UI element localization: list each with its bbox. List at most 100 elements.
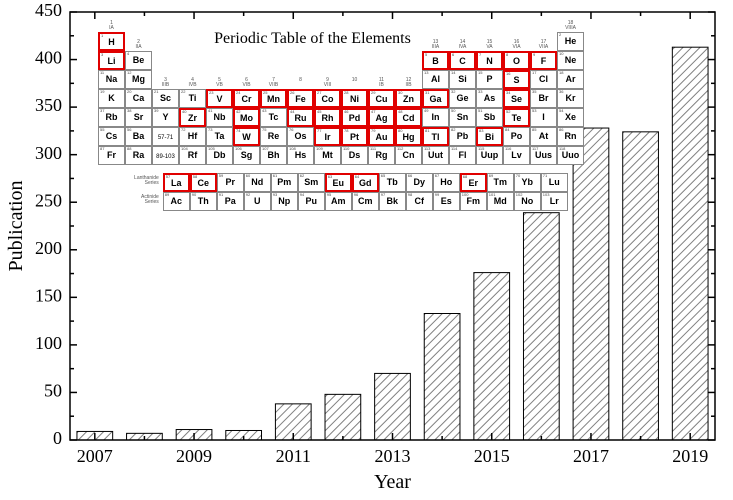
element-cell: 44Ru	[287, 108, 314, 127]
element-symbol: Cf	[407, 197, 432, 206]
element-symbol: Dy	[407, 178, 432, 187]
element-symbol: Cr	[235, 95, 258, 104]
element-cell: 88Ra	[125, 146, 152, 165]
element-cell: 7N	[476, 51, 503, 70]
element-symbol: Ar	[558, 75, 583, 84]
element-cell: 97Bk	[379, 192, 406, 211]
element-cell: 112Cn	[395, 146, 422, 165]
element-cell: 8O	[503, 51, 530, 70]
element-cell: 32Ge	[449, 89, 476, 108]
element-cell: 66Dy	[406, 173, 433, 192]
element-cell: 40Zr	[179, 108, 206, 127]
element-cell: 111Rg	[368, 146, 395, 165]
element-cell: 9F	[530, 51, 557, 70]
element-symbol: Fr	[99, 151, 124, 160]
element-cell: 93Np	[271, 192, 298, 211]
element-cell: 22Ti	[179, 89, 206, 108]
element-symbol: Li	[100, 57, 123, 66]
element-symbol: Pt	[343, 133, 366, 142]
element-cell: 26Fe	[287, 89, 314, 108]
element-symbol: As	[477, 94, 502, 103]
element-cell: 104Rf	[179, 146, 206, 165]
element-symbol: Rn	[558, 132, 583, 141]
element-cell: 57-71	[152, 127, 179, 146]
element-symbol: C	[451, 57, 474, 66]
element-symbol: Cs	[99, 132, 124, 141]
element-symbol: Ra	[126, 151, 151, 160]
element-symbol: Pa	[218, 197, 243, 206]
element-symbol: Cm	[353, 197, 378, 206]
element-symbol: Mn	[262, 95, 285, 104]
periodic-table-title: Periodic Table of the Elements	[214, 30, 411, 48]
element-symbol: Sn	[450, 113, 475, 122]
element-symbol: U	[245, 197, 270, 206]
group-label: 1IA	[98, 21, 125, 31]
element-cell: 25Mn	[260, 89, 287, 108]
element-symbol: Uup	[477, 151, 502, 160]
element-cell: 46Pd	[341, 108, 368, 127]
group-label: 5VB	[206, 78, 233, 88]
element-cell: 42Mo	[233, 108, 260, 127]
element-symbol: Ca	[126, 94, 151, 103]
element-cell: 39Y	[152, 108, 179, 127]
group-label: 13IIIA	[422, 40, 449, 50]
element-cell: 79Au	[368, 127, 395, 146]
element-cell: 103Lr	[541, 192, 568, 211]
element-cell: 35Br	[530, 89, 557, 108]
element-symbol: Yb	[515, 178, 540, 187]
element-cell: 57La	[163, 173, 190, 192]
element-cell: 74W	[233, 127, 260, 146]
figure-root: 0501001502002503003504004502007200920112…	[0, 0, 733, 500]
element-symbol: Am	[326, 197, 351, 206]
element-symbol: B	[424, 57, 447, 66]
element-cell: 65Tb	[379, 173, 406, 192]
element-symbol: Co	[316, 95, 339, 104]
element-symbol: Lv	[504, 151, 529, 160]
element-symbol: Np	[272, 197, 297, 206]
element-symbol: Ga	[424, 95, 447, 104]
periodic-table-inset: 1IA18VIIIA2IIA13IIIA14IVA15VA16VIA17VIIA…	[0, 0, 733, 500]
element-symbol: Ag	[370, 114, 393, 123]
element-cell: 30Zn	[395, 89, 422, 108]
element-symbol: S	[505, 76, 528, 85]
element-symbol: Si	[450, 75, 475, 84]
element-symbol: Fe	[289, 95, 312, 104]
element-symbol: Sc	[153, 94, 178, 103]
element-cell: 115Uup	[476, 146, 503, 165]
element-cell: 67Ho	[433, 173, 460, 192]
element-cell: 116Lv	[503, 146, 530, 165]
element-cell: 61Pm	[271, 173, 298, 192]
element-symbol: Ba	[126, 132, 151, 141]
series-label: ActinideSeries	[115, 195, 159, 205]
element-symbol: Cl	[531, 75, 556, 84]
element-symbol: Hg	[397, 133, 420, 142]
element-cell: 69Tm	[487, 173, 514, 192]
element-symbol: Es	[434, 197, 459, 206]
element-cell: 1H	[98, 32, 125, 51]
element-cell: 100Fm	[460, 192, 487, 211]
element-symbol: Nb	[207, 113, 232, 122]
element-symbol: V	[208, 95, 231, 104]
element-cell: 38Sr	[125, 108, 152, 127]
element-symbol: Mt	[315, 151, 340, 160]
element-cell: 3Li	[98, 51, 125, 70]
element-symbol: Ac	[164, 197, 189, 206]
element-symbol: Tb	[380, 178, 405, 187]
element-symbol: Os	[288, 132, 313, 141]
element-symbol: Kr	[558, 94, 583, 103]
element-cell: 45Rh	[314, 108, 341, 127]
element-symbol: Au	[370, 133, 393, 142]
element-symbol: Se	[505, 95, 528, 104]
element-symbol: Pu	[299, 197, 324, 206]
element-symbol: Zn	[397, 95, 420, 104]
element-cell: 82Pb	[449, 127, 476, 146]
element-cell: 52Te	[503, 108, 530, 127]
element-symbol: Tl	[424, 133, 447, 142]
element-cell: 110Ds	[341, 146, 368, 165]
element-cell: 31Ga	[422, 89, 449, 108]
element-cell: 78Pt	[341, 127, 368, 146]
element-cell: 63Eu	[325, 173, 352, 192]
element-symbol: Fl	[450, 151, 475, 160]
series-label: LanthanideSeries	[115, 176, 159, 186]
group-label: 16VIA	[503, 40, 530, 50]
